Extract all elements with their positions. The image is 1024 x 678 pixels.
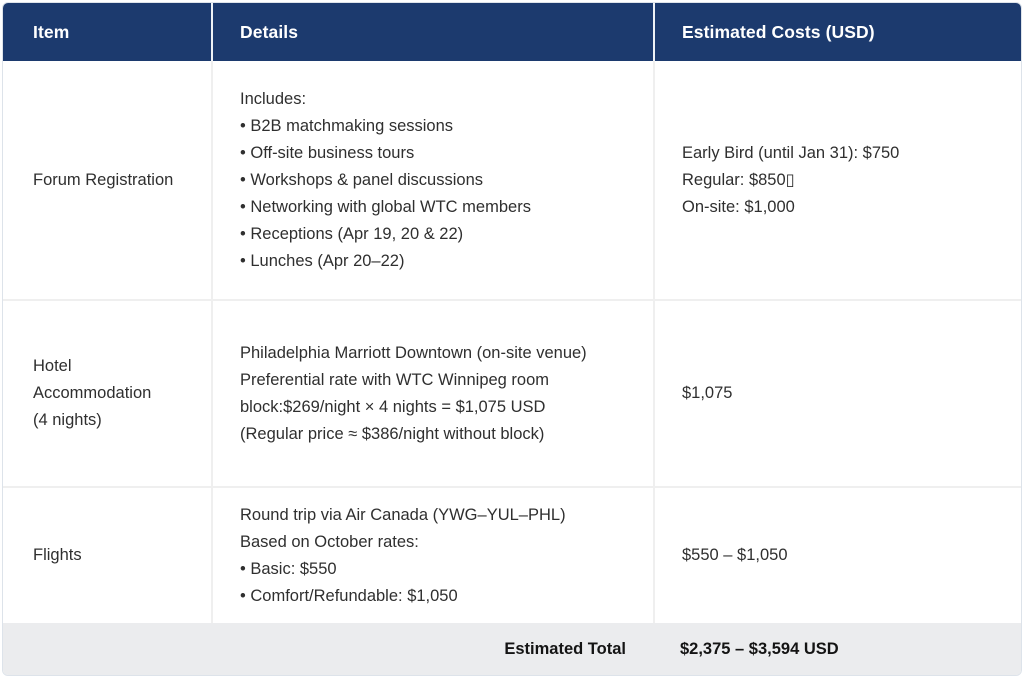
text-line: (4 nights) [33, 411, 102, 429]
text-line: • Networking with global WTC members [240, 197, 531, 216]
text-line: • Lunches (Apr 20–22) [240, 251, 405, 270]
cost-table-grid: Item Details Estimated Costs (USD) Forum… [3, 3, 1021, 675]
row-hotel-accommodation-cost: $1,075 [653, 299, 1021, 486]
text-line: Round trip via Air Canada (YWG–YUL–PHL) [240, 505, 566, 524]
text-line: • Off-site business tours [240, 143, 415, 162]
text-line: Preferential rate with WTC Winnipeg room [240, 370, 550, 389]
text-line: • Receptions (Apr 19, 20 & 22) [240, 224, 464, 243]
estimated-total-value: $2,375 – $3,594 USD [653, 623, 1021, 675]
text-line: • B2B matchmaking sessions [240, 116, 454, 135]
text-line: Flights [33, 546, 82, 564]
text-line: • Basic: $550 [240, 559, 337, 578]
column-header-details: Details [211, 3, 653, 61]
text-line: Accommodation [33, 384, 152, 402]
row-forum-registration-cost: Early Bird (until Jan 31): $750 Regular: … [653, 61, 1021, 299]
text-line: Forum Registration [33, 170, 174, 189]
text-line: Hotel [33, 357, 72, 375]
text-line: • Comfort/Refundable: $1,050 [240, 586, 458, 605]
column-header-item: Item [3, 3, 211, 61]
estimated-total-label: Estimated Total [3, 623, 653, 675]
text-line: Regular: $850▯ [682, 170, 795, 189]
text-line: Includes: [240, 89, 307, 108]
row-hotel-accommodation-details: Philadelphia Marriott Downtown (on-site … [211, 299, 653, 486]
row-flights-details: Round trip via Air Canada (YWG–YUL–PHL) B… [211, 486, 653, 623]
text-line: Early Bird (until Jan 31): $750 [682, 143, 900, 162]
row-forum-registration-details: Includes: • B2B matchmaking sessions • Off… [211, 61, 653, 299]
row-forum-registration-item: Forum Registration [3, 61, 211, 299]
row-flights-item: Flights [3, 486, 211, 623]
column-header-estimated-costs: Estimated Costs (USD) [653, 3, 1021, 61]
row-hotel-accommodation-item: Hotel Accommodation (4 nights) [3, 299, 211, 486]
text-line: On-site: $1,000 [682, 197, 795, 216]
text-line: • Workshops & panel discussions [240, 170, 484, 189]
text-line: $1,075 [682, 384, 733, 402]
text-line: Philadelphia Marriott Downtown (on-site … [240, 343, 587, 362]
row-flights-cost: $550 – $1,050 [653, 486, 1021, 623]
text-line: (Regular price ≈ $386/night without bloc… [240, 424, 545, 443]
text-line: block:$269/night × 4 nights = $1,075 USD [240, 397, 546, 416]
text-line: Based on October rates: [240, 532, 419, 551]
text-line: $550 – $1,050 [682, 546, 788, 564]
